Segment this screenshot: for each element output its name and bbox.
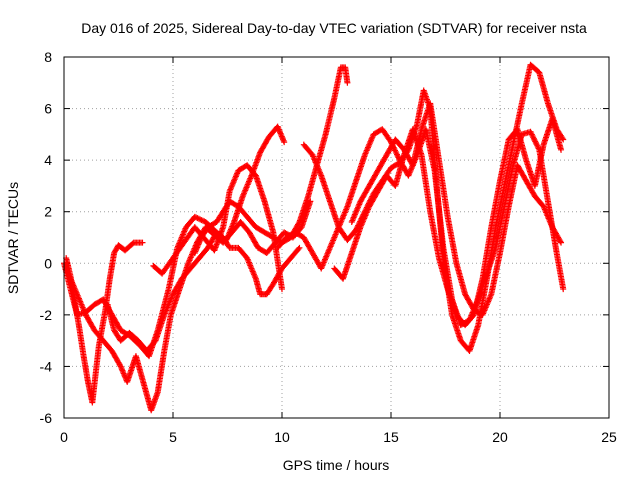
- series-track-9: [331, 115, 565, 329]
- series-track-10: [348, 100, 565, 318]
- x-tick-label: 0: [60, 429, 68, 445]
- data-point: [530, 134, 537, 141]
- data-point: [528, 131, 535, 138]
- data-point: [394, 151, 401, 158]
- data-point: [191, 213, 198, 220]
- data-point: [558, 239, 565, 246]
- plot-frame: [63, 56, 610, 419]
- data-point: [469, 313, 476, 320]
- data-point: [528, 130, 535, 137]
- data-point: [532, 139, 539, 146]
- y-tick-label: 0: [44, 255, 52, 271]
- data-point: [279, 286, 285, 293]
- data-point: [394, 152, 401, 159]
- data-point: [344, 79, 351, 86]
- y-tick-label: 2: [44, 204, 52, 220]
- data-point: [534, 142, 541, 149]
- data-point: [532, 138, 539, 145]
- data-point: [530, 135, 537, 142]
- data-point: [393, 150, 400, 157]
- data-point: [557, 238, 564, 245]
- data-point: [529, 132, 536, 139]
- y-tick-label: -6: [40, 410, 53, 426]
- data-point: [116, 362, 123, 369]
- data-point: [527, 128, 534, 135]
- y-tick-label: 8: [44, 49, 52, 65]
- data-point: [195, 215, 202, 222]
- x-tick-label: 10: [274, 429, 290, 445]
- series-track-7: [300, 61, 567, 354]
- data-point: [139, 239, 146, 246]
- data-point: [535, 145, 542, 152]
- data-point: [396, 155, 403, 162]
- data-point: [295, 245, 302, 252]
- data-point: [392, 147, 399, 154]
- y-tick-label: -2: [40, 307, 53, 323]
- data-points: [61, 61, 567, 414]
- data-point: [534, 144, 541, 151]
- data-point: [533, 141, 540, 148]
- data-point: [531, 137, 538, 144]
- data-point: [193, 214, 200, 221]
- y-axis-label: SDTVAR / TECUs: [5, 182, 21, 294]
- data-point: [199, 217, 206, 224]
- data-point: [281, 139, 288, 146]
- x-tick-label: 5: [169, 429, 177, 445]
- data-point: [194, 215, 201, 222]
- x-tick-label: 25: [601, 429, 617, 445]
- y-tick-label: 4: [44, 152, 52, 168]
- data-point: [560, 286, 567, 293]
- x-tick-label: 15: [383, 429, 399, 445]
- y-tick-label: 6: [44, 101, 52, 117]
- grid: [64, 57, 609, 418]
- data-point: [392, 148, 399, 155]
- data-point: [560, 136, 567, 143]
- series-track-4: [104, 229, 303, 354]
- data-point: [558, 146, 565, 153]
- series-track-2: [63, 239, 146, 406]
- data-point: [296, 244, 303, 251]
- chart-title: Day 016 of 2025, Sidereal Day-to-day VTE…: [81, 20, 587, 36]
- x-tick-label: 20: [492, 429, 508, 445]
- y-tick-label: -4: [40, 358, 53, 374]
- data-point: [295, 220, 302, 227]
- x-axis-label: GPS time / hours: [283, 457, 390, 473]
- data-point: [197, 216, 204, 223]
- data-point: [198, 217, 205, 224]
